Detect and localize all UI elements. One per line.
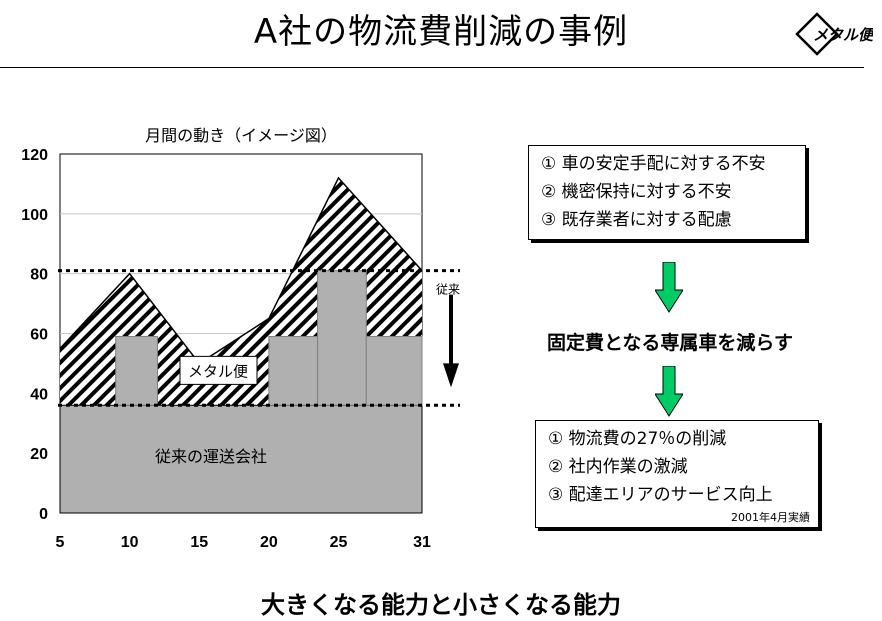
base-company-block: [59, 404, 423, 514]
y-tick-label: 0: [39, 506, 48, 523]
x-tick-label: 31: [413, 534, 431, 551]
page-title: A社の物流費削減の事例: [253, 12, 629, 52]
y-tick-label: 100: [21, 207, 48, 224]
metal-bin-label-box: [179, 355, 258, 385]
result-item: ① 物流費の27％の削減: [548, 429, 727, 449]
x-tick-label: 25: [330, 534, 348, 551]
x-tick-label: 10: [121, 534, 139, 551]
metal-bin-bar: [365, 335, 423, 406]
concern-item: ② 機密保持に対する不安: [541, 182, 732, 202]
concerns-box: ① 車の安定手配に対する不安 ② 機密保持に対する不安 ③ 既存業者に対する配慮: [528, 145, 806, 240]
strategy-text: 固定費となる専属車を減らす: [546, 332, 794, 354]
base-company-label: 従来の運送会社: [155, 447, 267, 466]
metal-bin-bar: [317, 270, 367, 406]
previous-label: 従来: [436, 283, 460, 297]
metal-bin-logo: メタル便: [795, 12, 873, 56]
reduction-arrow-icon: [443, 363, 459, 388]
result-item: ② 社内作業の激減: [548, 457, 688, 477]
results-box: ① 物流費の27％の削減 ② 社内作業の激減 ③ 配達エリアのサービス向上 20…: [535, 420, 819, 528]
y-tick-label: 120: [21, 147, 48, 164]
x-tick-label: 5: [56, 534, 65, 551]
result-item: ③ 配達エリアのサービス向上: [548, 485, 773, 505]
metal-bin-bar: [115, 335, 158, 406]
logo-text: メタル便: [813, 26, 873, 44]
metal-bin-label: メタル便: [188, 362, 248, 380]
concern-item: ① 車の安定手配に対する不安: [541, 154, 766, 174]
y-tick-label: 80: [30, 267, 48, 284]
concern-item: ③ 既存業者に対する配慮: [541, 210, 732, 230]
y-tick-label: 20: [30, 446, 48, 463]
chart-title: 月間の動き（イメージ図）: [145, 126, 337, 145]
y-tick-label: 60: [30, 327, 48, 344]
x-tick-label: 20: [260, 534, 278, 551]
metal-bin-bar: [268, 335, 319, 406]
demand-line: [59, 176, 423, 365]
y-tick-label: 40: [30, 386, 48, 403]
down-arrow-icon: [655, 262, 683, 313]
x-tick-label: 15: [190, 534, 208, 551]
footer-caption: 大きくなる能力と小さくなる能力: [261, 591, 621, 619]
down-arrow-icon: [655, 366, 683, 417]
title-divider: [0, 67, 864, 68]
results-note: 2001年4月実績: [731, 511, 810, 524]
